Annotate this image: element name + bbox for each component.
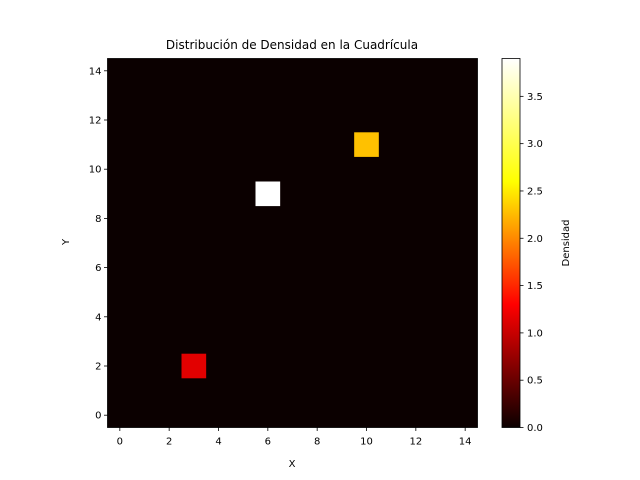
y-tick-label: 14 [89,66,102,77]
x-axis-label: X [289,459,296,470]
plot-area [107,58,478,428]
y-tick-label: 8 [95,214,101,225]
heatmap-background [107,58,478,428]
y-tick-label: 0 [95,411,101,422]
colorbar: 0.0 0.5 1.0 1.5 2.0 2.5 3.0 3.5 [501,58,543,434]
x-tick-label: 6 [265,437,271,448]
heatmap-cell [354,132,379,157]
chart-title: Distribución de Densidad en la Cuadrícul… [166,38,418,52]
colorbar-tick-label: 2.5 [527,186,543,197]
colorbar-tick-label: 0.0 [527,423,543,434]
y-axis: 0 2 4 6 8 10 12 14 [89,66,108,422]
y-tick-label: 4 [95,312,101,323]
y-tick-label: 2 [95,362,101,373]
x-tick-label: 10 [360,437,373,448]
colorbar-tick-label: 1.5 [527,281,543,292]
y-tick-label: 6 [95,263,101,274]
x-tick-label: 2 [166,437,172,448]
colorbar-tick-label: 3.5 [527,92,543,103]
x-tick-label: 4 [215,437,221,448]
heatmap-cell [181,353,207,379]
x-tick-label: 8 [314,437,320,448]
colorbar-tick-label: 1.0 [527,328,543,339]
x-axis: 0 2 4 6 8 10 12 14 [117,427,472,448]
x-tick-label: 0 [117,437,123,448]
heatmap-cell [255,181,281,207]
plot-frame [107,58,478,428]
colorbar-tick-label: 3.0 [527,139,543,150]
y-axis-label: Y [61,238,72,246]
y-tick-label: 12 [89,116,102,127]
colorbar-label: Densidad [561,219,572,266]
colorbar-frame [501,58,521,428]
x-tick-label: 14 [459,437,472,448]
y-tick-label: 10 [89,165,102,176]
colorbar-gradient [502,58,520,428]
x-tick-label: 12 [409,437,422,448]
colorbar-tick-label: 2.0 [527,234,543,245]
colorbar-tick-label: 0.5 [527,376,543,387]
